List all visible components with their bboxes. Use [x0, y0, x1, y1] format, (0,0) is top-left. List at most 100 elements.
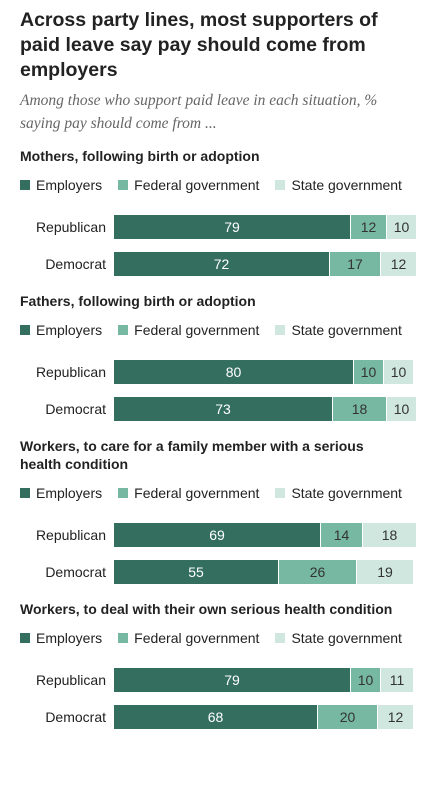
chart-panel: Mothers, following birth or adoption Empl… — [20, 147, 424, 276]
bar-row: Democrat 73 18 10 — [20, 397, 424, 421]
bar-segment: 73 — [114, 397, 333, 421]
bar-segment: 10 — [351, 668, 381, 692]
legend-swatch — [20, 180, 30, 190]
category-label: Republican — [35, 672, 106, 688]
legend-swatch — [20, 325, 30, 335]
value-label: 73 — [215, 401, 231, 417]
bar-segment: 10 — [384, 360, 414, 384]
legend-swatch — [118, 488, 129, 498]
panels: Mothers, following birth or adoption Empl… — [20, 147, 424, 729]
value-label: 79 — [224, 219, 240, 235]
stacked-bar: 72 17 12 — [114, 252, 417, 276]
legend-item: Employers — [20, 485, 102, 501]
legend-label: Employers — [36, 485, 103, 501]
bar-segment: 10 — [354, 360, 384, 384]
legend-item: Federal government — [118, 485, 259, 501]
value-label: 10 — [393, 219, 410, 235]
legend-label: Federal government — [134, 322, 260, 338]
legend: Employers Federal government State governm… — [20, 622, 424, 654]
bar-row: Republican 79 12 10 — [20, 215, 424, 239]
stacked-bar: 79 10 11 — [114, 668, 414, 692]
legend: Employers Federal government State governm… — [20, 477, 424, 509]
value-label: 12 — [360, 219, 377, 235]
value-label: 55 — [188, 564, 204, 580]
bar-row: Republican 69 14 18 — [20, 523, 424, 547]
bar-row: Republican 79 10 11 — [20, 668, 424, 692]
category-label: Republican — [35, 364, 106, 380]
value-label: 17 — [347, 256, 363, 272]
bar-segment: 10 — [387, 215, 417, 239]
chart-panel: Workers, to care for a family member wit… — [20, 437, 424, 584]
legend-swatch — [275, 633, 286, 643]
bar-segment: 14 — [321, 523, 363, 547]
value-label: 10 — [357, 672, 374, 688]
value-label: 11 — [389, 672, 405, 688]
value-label: 20 — [339, 709, 356, 725]
bar-segment: 79 — [114, 215, 351, 239]
stacked-bar: 79 12 10 — [114, 215, 417, 239]
legend-item: Federal government — [118, 322, 259, 338]
legend-item: Federal government — [118, 630, 259, 646]
bar-row: Democrat 68 20 12 — [20, 705, 424, 729]
value-label: 72 — [213, 256, 230, 272]
legend: Employers Federal government State governm… — [20, 314, 424, 346]
value-label: 19 — [377, 564, 393, 580]
legend-label: State government — [291, 485, 402, 501]
legend-item: State government — [275, 322, 402, 338]
legend-item: Federal government — [118, 177, 259, 193]
legend-label: Employers — [36, 177, 103, 193]
value-label: 18 — [381, 527, 398, 543]
chart-title: Across party lines, most supporters of p… — [20, 9, 378, 81]
bar-segment: 68 — [114, 705, 318, 729]
panel-title: Workers, to deal with their own serious … — [20, 601, 393, 617]
value-label: 18 — [351, 401, 368, 417]
stacked-bar: 80 10 10 — [114, 360, 414, 384]
legend-swatch — [118, 180, 129, 190]
bar-segment: 18 — [363, 523, 417, 547]
legend-label: State government — [291, 630, 402, 646]
legend: Employers Federal government State governm… — [20, 169, 424, 201]
legend-item: Employers — [20, 630, 102, 646]
bar-segment: 18 — [333, 397, 387, 421]
legend-item: State government — [275, 630, 402, 646]
value-label: 68 — [207, 709, 224, 725]
stacked-bar: 69 14 18 — [114, 523, 417, 547]
category-label: Republican — [35, 527, 106, 543]
stacked-bar: 68 20 12 — [114, 705, 414, 729]
bar-segment: 12 — [381, 252, 417, 276]
legend-swatch — [20, 488, 30, 498]
bar-segment: 69 — [114, 523, 321, 547]
legend-item: Employers — [20, 322, 102, 338]
legend-label: Employers — [36, 322, 103, 338]
legend-swatch — [275, 180, 286, 190]
bar-row: Democrat 72 17 12 — [20, 252, 424, 276]
value-label: 26 — [309, 564, 326, 580]
value-label: 10 — [360, 364, 377, 380]
bar-segment: 11 — [381, 668, 414, 692]
legend-label: Employers — [36, 630, 103, 646]
category-label: Democrat — [45, 564, 106, 580]
category-label: Democrat — [45, 256, 106, 272]
legend-label: Federal government — [134, 485, 260, 501]
chart-subtitle: Among those who support paid leave in ea… — [20, 92, 378, 132]
value-label: 10 — [393, 401, 410, 417]
bar-row: Republican 80 10 10 — [20, 360, 424, 384]
value-label: 14 — [333, 527, 350, 543]
value-label: 10 — [390, 364, 407, 380]
chart-panel: Fathers, following birth or adoption Empl… — [20, 292, 424, 421]
bar-segment: 19 — [357, 560, 414, 584]
legend-swatch — [20, 633, 30, 643]
legend-label: State government — [291, 322, 402, 338]
bar-segment: 12 — [351, 215, 387, 239]
legend-label: Federal government — [134, 177, 260, 193]
bar-segment: 79 — [114, 668, 351, 692]
bar-segment: 17 — [330, 252, 381, 276]
category-label: Republican — [35, 219, 106, 235]
bar-segment: 80 — [114, 360, 354, 384]
bar-segment: 72 — [114, 252, 330, 276]
stacked-bar: 73 18 10 — [114, 397, 417, 421]
panel-title: Fathers, following birth or adoption — [20, 293, 256, 309]
value-label: 12 — [387, 709, 404, 725]
bar-segment: 55 — [114, 560, 279, 584]
panel-title: Workers, to care for a family member wit… — [20, 438, 364, 472]
